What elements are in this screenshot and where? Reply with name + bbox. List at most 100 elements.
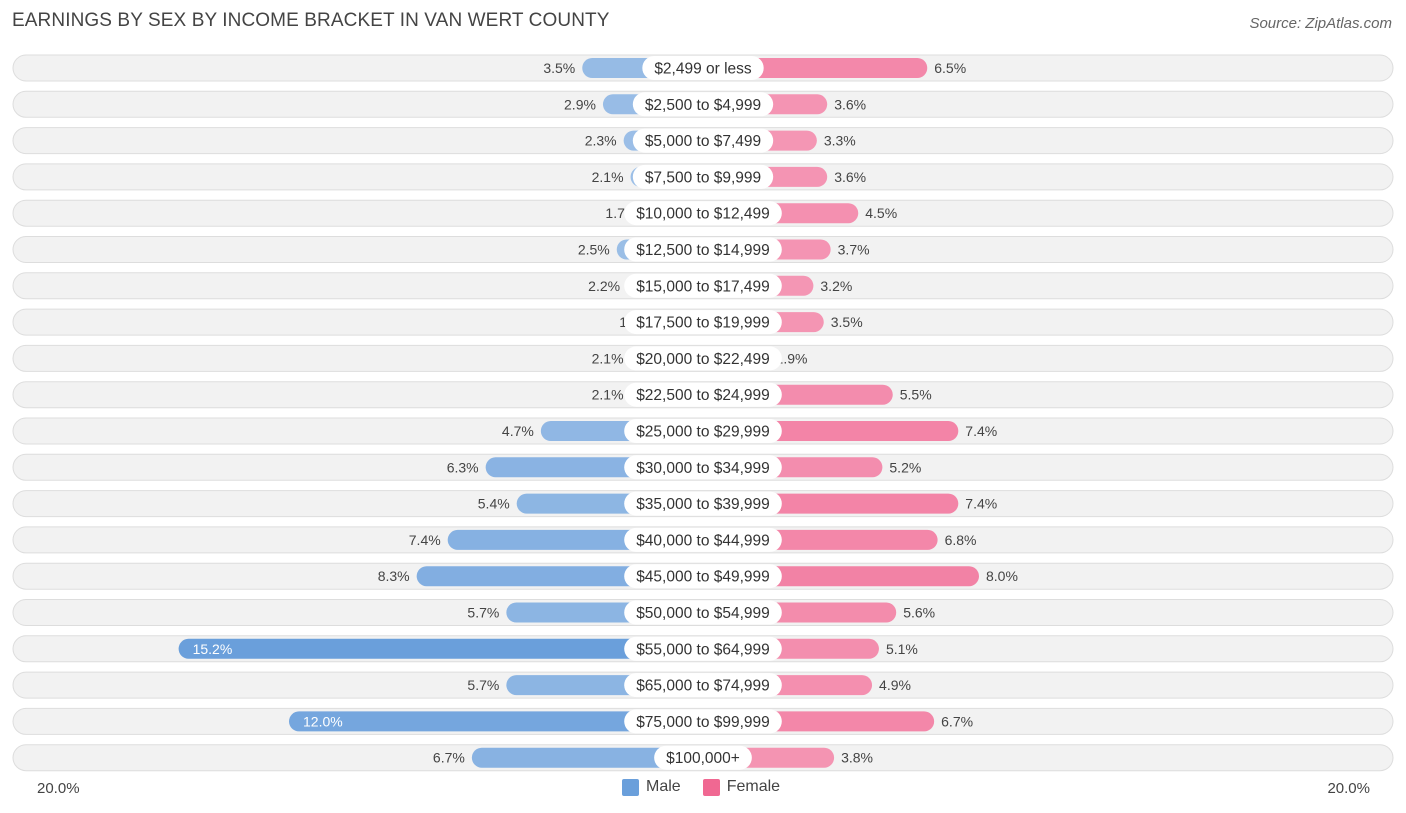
category-pill bbox=[632, 164, 774, 189]
value-label-male: 2.9% bbox=[564, 96, 596, 112]
value-label-female: 3.6% bbox=[834, 169, 866, 185]
category-label: $35,000 to $39,999 bbox=[636, 496, 770, 513]
value-label-female: 5.6% bbox=[903, 605, 935, 621]
chart-row: 1.7% 4.5%$10,000 to $12,499 bbox=[12, 199, 1394, 227]
value-label-male: 5.7% bbox=[467, 677, 499, 693]
chart-row: 2.1% 1.9% $20,000 to $22,499 bbox=[12, 344, 1394, 372]
chart-row: 2.1% 3.6% $7,500 to $9,999 bbox=[12, 163, 1394, 191]
category-label: $22,500 to $24,999 bbox=[636, 387, 770, 404]
chart-row: 8.3% 8.0% $45,000 to $49,999 bbox=[12, 562, 1394, 590]
chart-row: 6.3% 5.2% $30,000 to $34,999 bbox=[12, 453, 1394, 481]
value-label-male: 5.7% bbox=[467, 605, 499, 621]
category-pill bbox=[632, 128, 774, 153]
legend-swatch-male bbox=[622, 778, 639, 796]
value-label-male: 8.3% bbox=[378, 568, 410, 584]
value-label-male: 2.1% bbox=[592, 350, 624, 366]
category-label: $50,000 to $54,999 bbox=[636, 605, 770, 622]
axis-right-label: 20.0% bbox=[1327, 780, 1370, 797]
value-label-male: 6.7% bbox=[433, 750, 465, 766]
category-label: $7,500 to $9,999 bbox=[645, 169, 761, 186]
chart-row: 5.7% 4.9% $65,000 to $74,999 bbox=[12, 671, 1394, 699]
value-label-female: 5.2% bbox=[889, 459, 921, 475]
value-label-female: 6.7% bbox=[941, 713, 973, 729]
value-label-female: 8.0% bbox=[986, 568, 1018, 584]
category-pill bbox=[624, 419, 782, 443]
category-pill bbox=[624, 201, 782, 226]
chart-title: EARNINGS BY SEX BY INCOME BRACKET IN VAN… bbox=[12, 10, 610, 31]
bar-male[interactable] bbox=[471, 747, 713, 768]
category-pill bbox=[654, 745, 752, 770]
value-label-female: 1.9% bbox=[776, 350, 808, 366]
chart-row: 15.2% 5.1% $55,000 to $64,999 bbox=[12, 635, 1394, 663]
legend-item-male[interactable]: Male bbox=[622, 778, 681, 796]
value-label-male: 5.4% bbox=[478, 496, 510, 512]
value-label-female: 4.5% bbox=[865, 205, 897, 221]
category-label: $100,000+ bbox=[666, 750, 740, 767]
value-label-female: 3.6% bbox=[834, 96, 866, 112]
category-label: $2,499 or less bbox=[654, 61, 752, 78]
value-label-male: 4.7% bbox=[502, 423, 534, 439]
chart-row: 4.7% 7.4% $25,000 to $29,999 bbox=[12, 417, 1394, 445]
value-label-male: 2.2% bbox=[588, 278, 620, 294]
value-label-male: 3.5% bbox=[543, 60, 575, 76]
category-pill bbox=[624, 709, 782, 734]
value-label-male: 2.5% bbox=[578, 242, 610, 258]
value-label-male: 12.0% bbox=[303, 713, 343, 729]
category-label: $30,000 to $34,999 bbox=[636, 460, 770, 477]
category-pill bbox=[624, 673, 782, 698]
category-pill bbox=[624, 455, 782, 480]
axis-left-label: 20.0% bbox=[37, 780, 80, 797]
chart-row: 2.9% 3.6% $2,500 to $4,999 bbox=[12, 90, 1394, 118]
bar-male[interactable] bbox=[289, 711, 713, 732]
category-pill bbox=[624, 491, 782, 516]
chart-row: 2.3% 3.3% $5,000 to $7,499 bbox=[12, 127, 1394, 155]
legend-label-male: Male bbox=[646, 778, 681, 795]
category-pill bbox=[632, 92, 774, 117]
value-label-female: 3.2% bbox=[820, 278, 852, 294]
value-label-female: 7.4% bbox=[965, 496, 997, 512]
value-label-female: 6.5% bbox=[934, 60, 966, 76]
category-label: $10,000 to $12,499 bbox=[636, 206, 770, 223]
value-label-female: 5.5% bbox=[900, 387, 932, 403]
category-pill bbox=[624, 273, 782, 298]
chart-row: 12.0% 6.7% $75,000 to $99,999 bbox=[12, 707, 1394, 735]
category-label: $17,500 to $19,999 bbox=[636, 315, 770, 332]
value-label-female: 4.9% bbox=[879, 677, 911, 693]
bar-male[interactable] bbox=[178, 638, 714, 659]
category-label: $12,500 to $14,999 bbox=[636, 242, 770, 259]
category-label: $2,500 to $4,999 bbox=[645, 97, 761, 114]
value-label-male: 6.3% bbox=[447, 459, 479, 475]
legend: Male Female bbox=[622, 778, 780, 796]
category-pill bbox=[624, 527, 782, 552]
chart-row: 6.7% 3.8% $100,000+ bbox=[12, 744, 1394, 772]
value-label-female: 3.7% bbox=[838, 242, 870, 258]
category-pill bbox=[624, 600, 782, 625]
value-label-male: 2.3% bbox=[585, 133, 617, 149]
chart-row: 2.2% 3.2% $15,000 to $17,499 bbox=[12, 272, 1394, 300]
category-pill bbox=[624, 636, 782, 661]
chart-row: 3.5% 6.5% $2,499 or less bbox=[12, 54, 1394, 82]
category-label: $75,000 to $99,999 bbox=[636, 714, 770, 731]
legend-swatch-female bbox=[702, 778, 720, 796]
value-label-female: 6.8% bbox=[945, 532, 977, 548]
chart-row: 7.4% 6.8% $40,000 to $44,999 bbox=[12, 526, 1394, 554]
chart-row: 1.3%3.5%$17,500 to $19,999 bbox=[12, 308, 1394, 336]
category-pill bbox=[624, 382, 782, 407]
value-label-male: 2.1% bbox=[592, 169, 624, 185]
value-label-male: 7.4% bbox=[409, 532, 441, 548]
chart-row: 2.5% 3.7% $12,500 to $14,999 bbox=[12, 236, 1394, 263]
category-pill bbox=[624, 564, 782, 589]
value-label-male: 15.2% bbox=[193, 641, 233, 657]
category-label: $20,000 to $22,499 bbox=[636, 351, 770, 368]
value-label-female: 3.3% bbox=[824, 133, 856, 149]
category-label: $55,000 to $64,999 bbox=[636, 641, 770, 658]
category-pill bbox=[624, 346, 782, 371]
category-label: $65,000 to $74,999 bbox=[636, 678, 770, 695]
legend-label-female: Female bbox=[726, 778, 781, 795]
chart-row: 2.1% 5.5% $22,500 to $24,999 bbox=[12, 381, 1394, 409]
chart-row: 5.7% 5.6% $50,000 to $54,999 bbox=[12, 599, 1394, 626]
category-label: $45,000 to $49,999 bbox=[636, 569, 770, 586]
value-label-female: 5.1% bbox=[886, 641, 918, 657]
legend-item-female[interactable]: Female bbox=[702, 778, 781, 796]
